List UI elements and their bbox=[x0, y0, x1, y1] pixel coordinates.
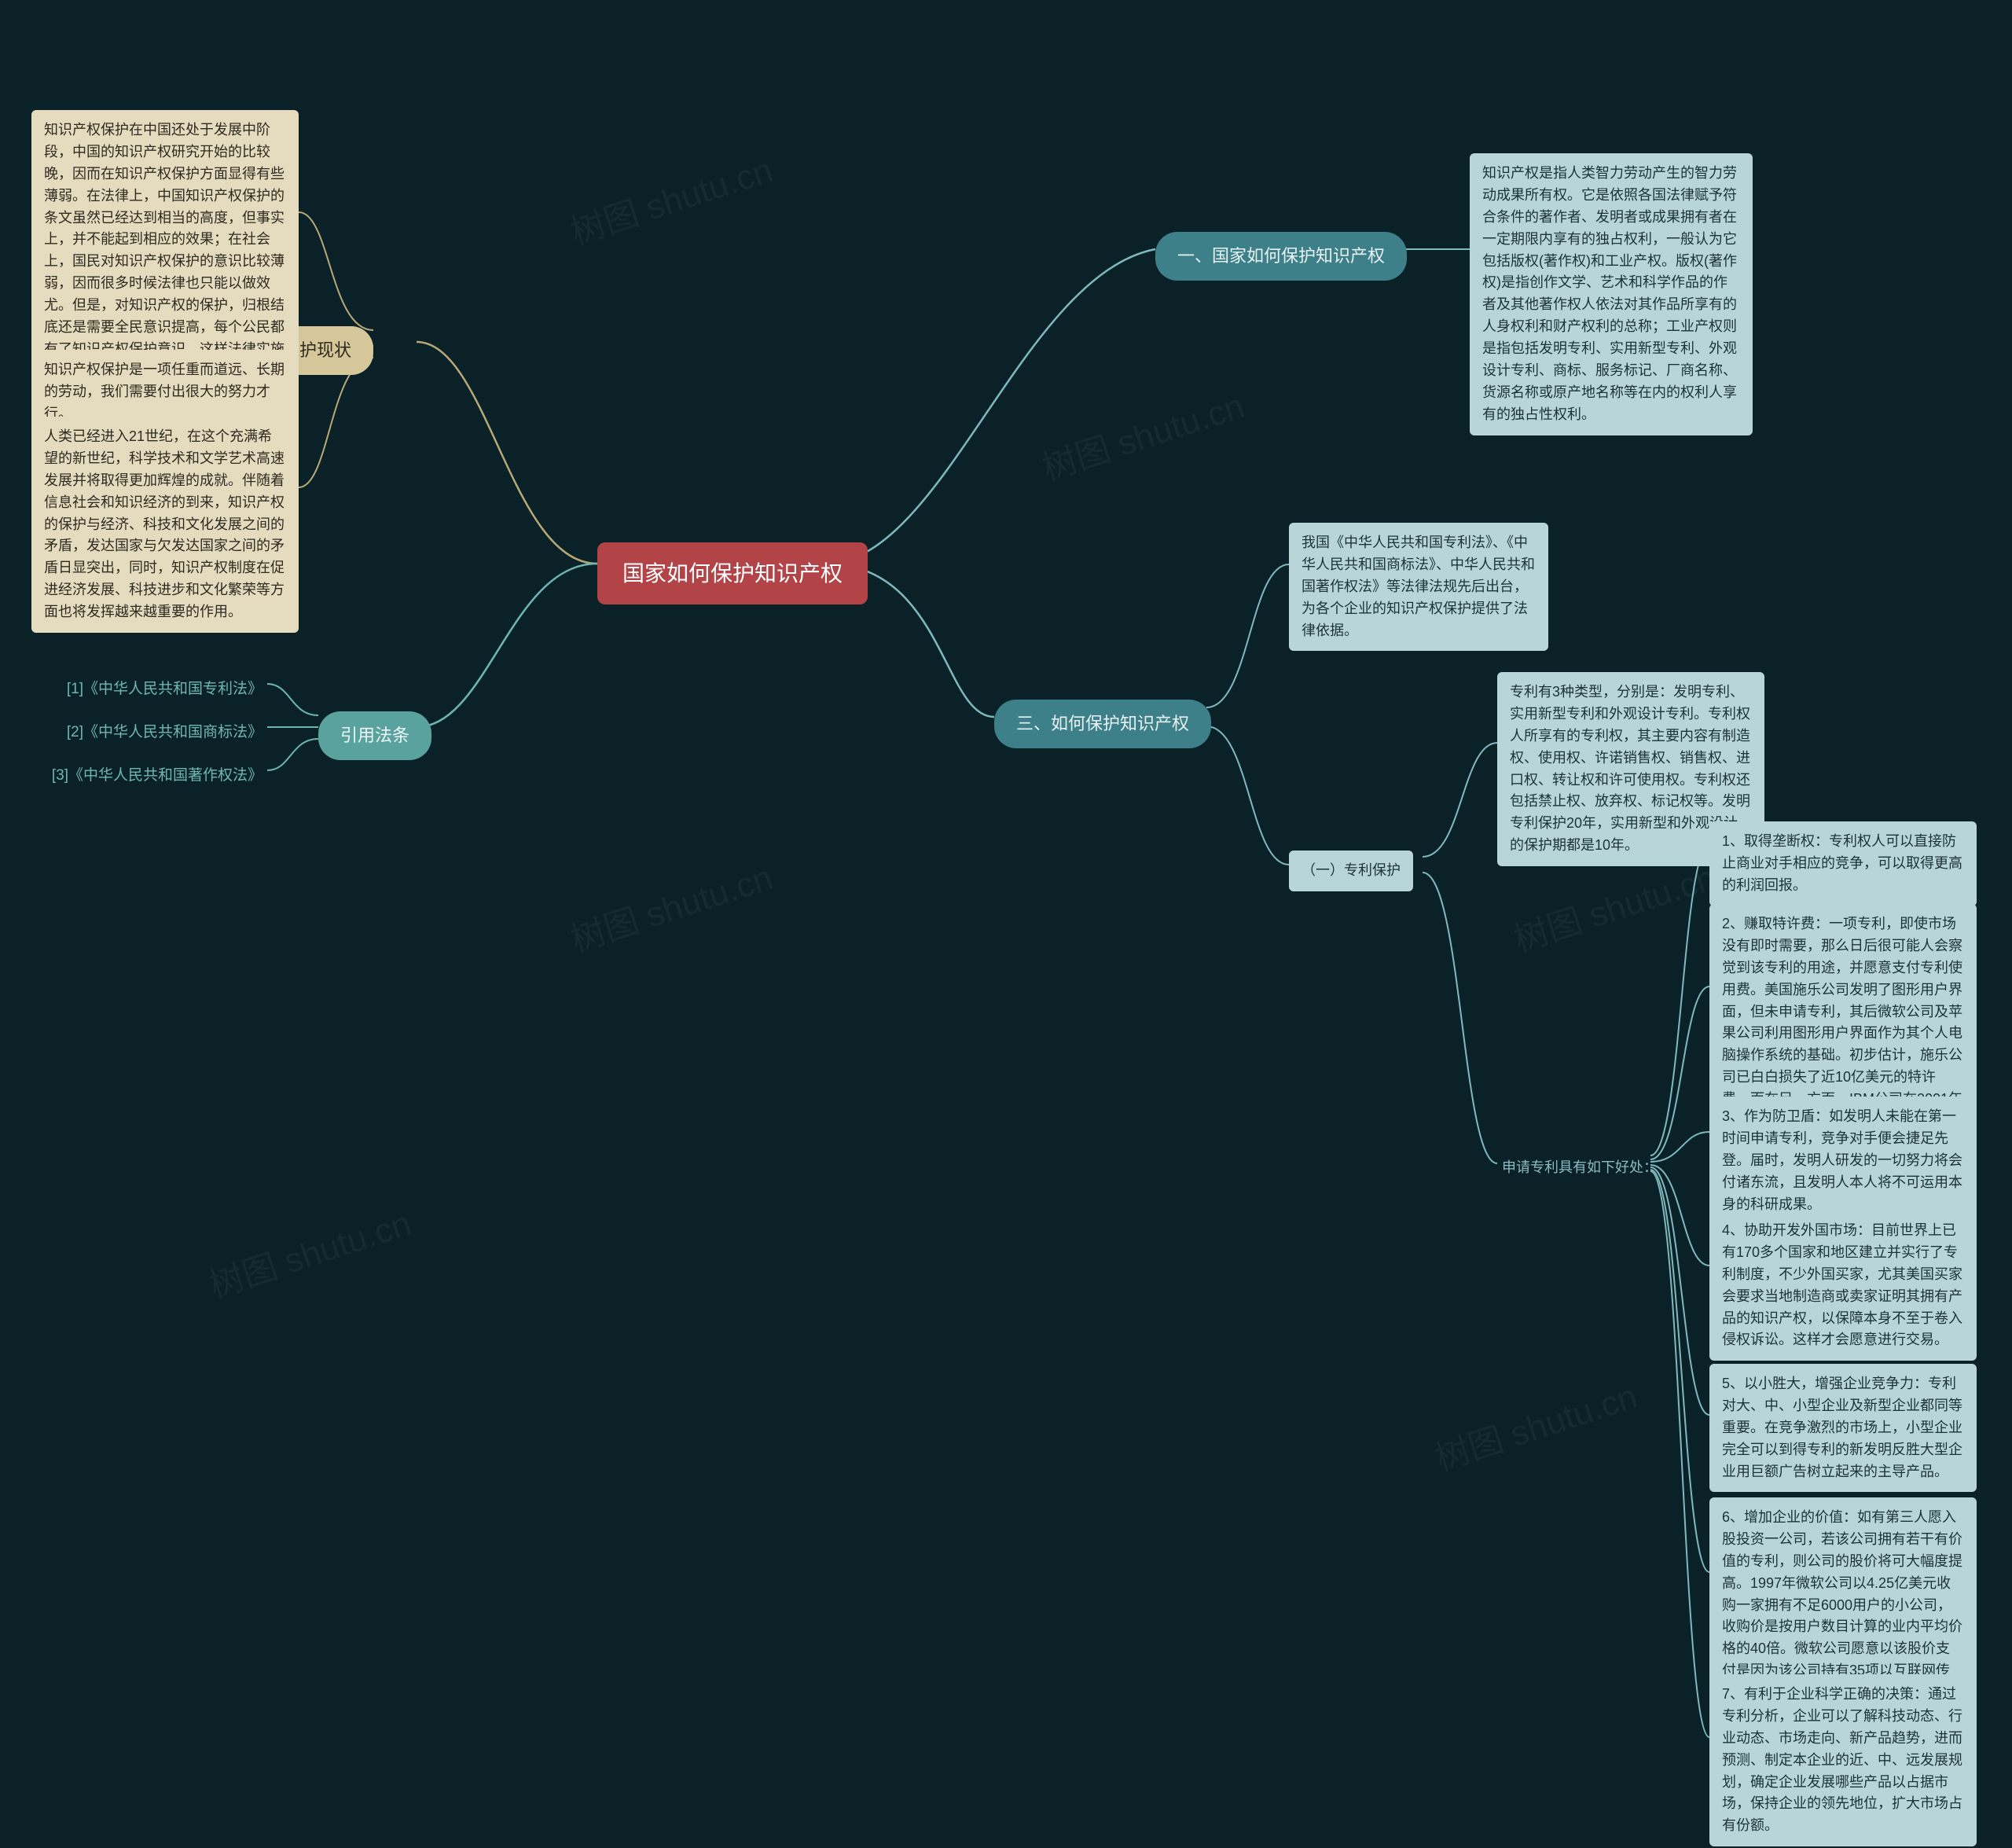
law-ref-1: [1]《中华人民共和国专利法》 bbox=[62, 674, 267, 704]
watermark: 树图 shutu.cn bbox=[564, 141, 778, 254]
benefit-4: 4、协助开发外国市场：目前世界上已有170多个国家和地区建立并实行了专利制度，不… bbox=[1709, 1211, 1977, 1361]
benefit-3: 3、作为防卫盾：如发明人未能在第一时间申请专利，竞争对手便会捷足先登。届时，发明… bbox=[1709, 1097, 1977, 1225]
root-node[interactable]: 国家如何保护知识产权 bbox=[597, 542, 868, 604]
branch-1[interactable]: 一、国家如何保护知识产权 bbox=[1155, 232, 1407, 281]
benefit-7: 7、有利于企业科学正确的决策：通过专利分析，企业可以了解科技动态、行业动态、市场… bbox=[1709, 1674, 1977, 1846]
watermark: 树图 shutu.cn bbox=[564, 849, 778, 961]
watermark: 树图 shutu.cn bbox=[1428, 1368, 1643, 1480]
benefits-label: 申请专利具有如下好处： bbox=[1497, 1154, 1662, 1182]
branch-3[interactable]: 三、如何保护知识产权 bbox=[994, 700, 1211, 748]
branch-3-sub-1[interactable]: （一）专利保护 bbox=[1289, 851, 1413, 891]
branch-2-desc-3: 人类已经进入21世纪，在这个充满希望的新世纪，科学技术和文学艺术高速发展并将取得… bbox=[31, 417, 299, 633]
branch-3-desc: 我国《中华人民共和国专利法》、《中华人民共和国商标法》、中华人民共和国著作权法》… bbox=[1289, 523, 1548, 651]
benefit-1: 1、取得垄断权：专利权人可以直接防止商业对手相应的竞争，可以取得更高的利润回报。 bbox=[1709, 821, 1977, 906]
mindmap-canvas: 树图 shutu.cn 树图 shutu.cn 树图 shutu.cn 树图 s… bbox=[0, 0, 2012, 1848]
branch-4[interactable]: 引用法条 bbox=[318, 711, 431, 760]
benefit-5: 5、以小胜大，增强企业竞争力：专利对大、中、小型企业及新型企业都同等重要。在竞争… bbox=[1709, 1364, 1977, 1492]
law-ref-3: [3]《中华人民共和国著作权法》 bbox=[47, 761, 267, 790]
watermark: 树图 shutu.cn bbox=[1035, 377, 1250, 490]
branch-1-desc: 知识产权是指人类智力劳动产生的智力劳动成果所有权。它是依照各国法律赋予符合条件的… bbox=[1470, 153, 1753, 435]
law-ref-2: [2]《中华人民共和国商标法》 bbox=[62, 718, 267, 747]
watermark: 树图 shutu.cn bbox=[202, 1195, 417, 1307]
